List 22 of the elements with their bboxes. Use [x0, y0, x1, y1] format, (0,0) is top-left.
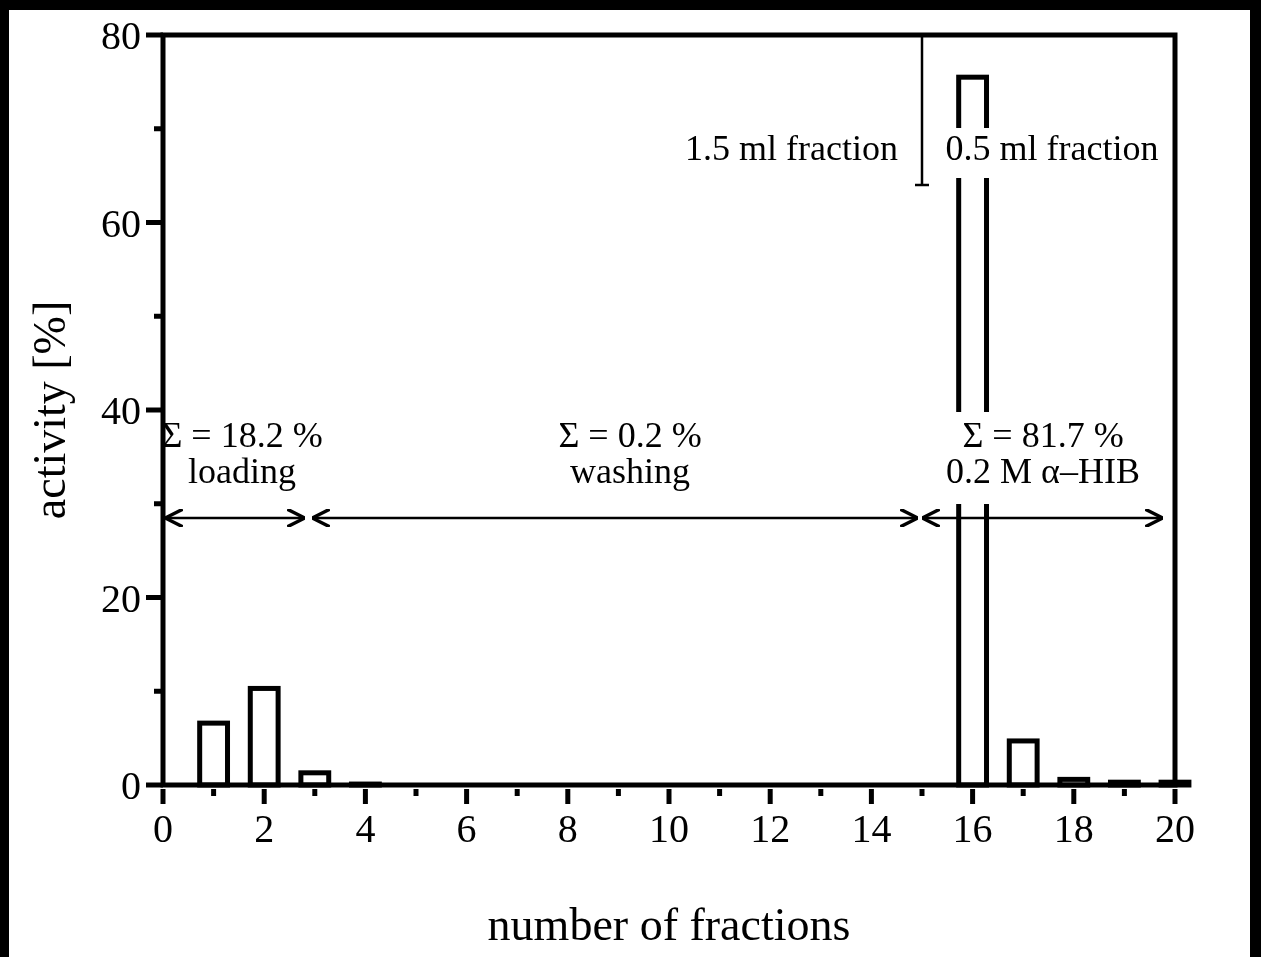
annotation: Σ = 81.7 % 0.2 M α–HIB — [946, 415, 1140, 491]
y-tick-label: 60 — [101, 200, 141, 246]
x-tick-label: 0 — [153, 806, 173, 851]
y-tick-label: 0 — [121, 763, 141, 808]
x-tick-label: 14 — [851, 806, 892, 851]
y-tick-label: 20 — [101, 575, 141, 621]
y-tick-label: 40 — [101, 388, 141, 433]
x-tick-label: 10 — [649, 806, 689, 851]
x-tick-label: 18 — [1053, 806, 1094, 851]
x-tick-label: 2 — [254, 806, 275, 851]
x-tick-label: 20 — [1155, 806, 1195, 851]
x-tick-label: 6 — [456, 806, 477, 851]
y-tick-label: 80 — [101, 13, 141, 58]
ref-line-label: 1.5 ml fraction — [685, 128, 898, 168]
x-tick-label: 4 — [355, 806, 376, 851]
x-tick-label: 8 — [557, 806, 578, 851]
annotation: Σ = 0.2 % washing — [558, 415, 702, 491]
x-tick-label: 12 — [750, 806, 791, 851]
x-axis-title: number of fractions — [487, 899, 851, 950]
y-axis-title: activity [%] — [24, 300, 75, 520]
annotation: 0.5 ml fraction — [945, 128, 1159, 168]
x-tick-label: 16 — [952, 806, 993, 851]
